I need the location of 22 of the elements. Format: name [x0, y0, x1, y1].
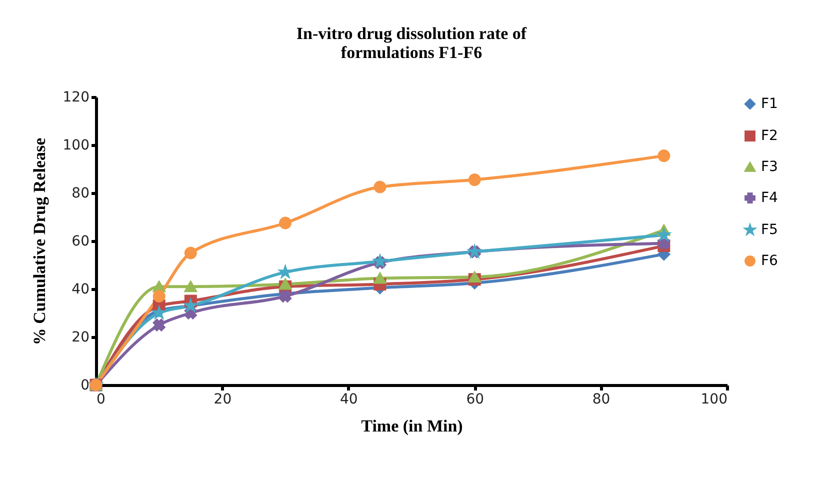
- x-tick-label: 0: [96, 392, 106, 408]
- x-tick-label: 80: [592, 392, 610, 408]
- y-tick-label: 60: [72, 234, 90, 250]
- y-tick-label: 100: [62, 138, 90, 154]
- y-tick-label: 20: [72, 330, 90, 346]
- y-tick-label: 0: [80, 378, 90, 394]
- legend-label: F5: [761, 222, 778, 238]
- y-axis-title: % Cumulative Drug Release: [30, 137, 49, 346]
- legend-label: F2: [761, 128, 778, 144]
- x-tick-label: 60: [466, 392, 484, 408]
- y-tick-label: 40: [72, 282, 90, 298]
- x-axis-title: Time (in Min): [361, 416, 463, 436]
- x-tick-label: 20: [214, 392, 232, 408]
- x-tick-label: 40: [340, 392, 358, 408]
- legend-label: F6: [761, 253, 778, 269]
- legend-label: F3: [761, 159, 778, 175]
- legend-label: F1: [761, 96, 778, 112]
- y-tick-label: 120: [62, 90, 90, 106]
- legend-label: F4: [761, 190, 778, 206]
- y-tick-label: 80: [72, 186, 90, 202]
- x-tick-label: 100: [700, 392, 728, 408]
- chart-title: In-vitro drug dissolution rate of formulations F1-F6: [296, 24, 527, 62]
